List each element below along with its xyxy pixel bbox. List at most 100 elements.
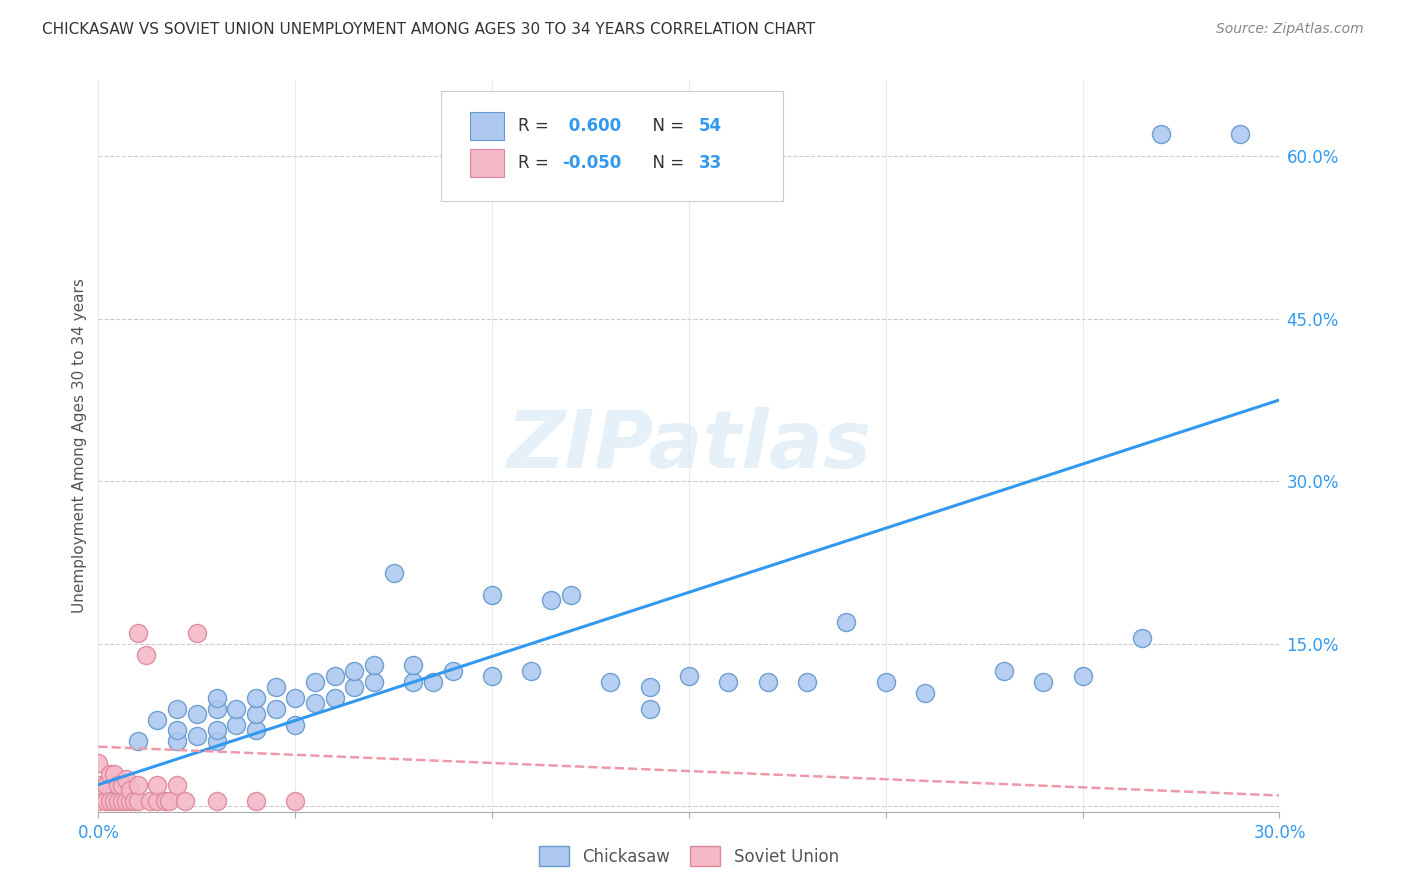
Point bbox=[166, 778, 188, 792]
Point bbox=[245, 794, 267, 808]
Point bbox=[323, 690, 346, 705]
Point bbox=[422, 674, 444, 689]
Point bbox=[343, 680, 366, 694]
FancyBboxPatch shape bbox=[471, 112, 503, 140]
Point bbox=[96, 778, 118, 792]
Point bbox=[205, 690, 228, 705]
Point bbox=[107, 778, 129, 792]
Text: R =: R = bbox=[517, 118, 554, 136]
Point bbox=[98, 794, 121, 808]
Text: N =: N = bbox=[641, 154, 689, 172]
Point bbox=[284, 794, 307, 808]
FancyBboxPatch shape bbox=[471, 149, 503, 177]
Point bbox=[96, 794, 118, 808]
Point bbox=[875, 674, 897, 689]
Point bbox=[678, 669, 700, 683]
Point bbox=[157, 794, 180, 808]
Point bbox=[835, 615, 858, 629]
Text: Source: ZipAtlas.com: Source: ZipAtlas.com bbox=[1216, 22, 1364, 37]
Point bbox=[225, 702, 247, 716]
Point bbox=[166, 702, 188, 716]
Point bbox=[717, 674, 740, 689]
Point bbox=[118, 794, 141, 808]
Text: ZIPatlas: ZIPatlas bbox=[506, 407, 872, 485]
Point bbox=[343, 664, 366, 678]
Point bbox=[103, 794, 125, 808]
Point bbox=[103, 766, 125, 780]
Point bbox=[166, 734, 188, 748]
Point bbox=[118, 783, 141, 797]
Point bbox=[245, 707, 267, 722]
Legend: Chickasaw, Soviet Union: Chickasaw, Soviet Union bbox=[533, 839, 845, 873]
Point bbox=[146, 713, 169, 727]
Point bbox=[174, 794, 197, 808]
Point bbox=[441, 664, 464, 678]
Point bbox=[138, 794, 160, 808]
Point bbox=[756, 674, 779, 689]
Point bbox=[402, 658, 425, 673]
Y-axis label: Unemployment Among Ages 30 to 34 years: Unemployment Among Ages 30 to 34 years bbox=[72, 278, 87, 614]
Point bbox=[186, 707, 208, 722]
Point bbox=[363, 674, 385, 689]
Point bbox=[638, 680, 661, 694]
Point bbox=[115, 794, 138, 808]
Point bbox=[205, 723, 228, 738]
Point bbox=[914, 685, 936, 699]
Point bbox=[560, 588, 582, 602]
Point bbox=[87, 794, 110, 808]
Text: CHICKASAW VS SOVIET UNION UNEMPLOYMENT AMONG AGES 30 TO 34 YEARS CORRELATION CHA: CHICKASAW VS SOVIET UNION UNEMPLOYMENT A… bbox=[42, 22, 815, 37]
Point bbox=[127, 734, 149, 748]
Point bbox=[284, 690, 307, 705]
Point bbox=[205, 702, 228, 716]
Text: 54: 54 bbox=[699, 118, 721, 136]
Point bbox=[993, 664, 1015, 678]
Point bbox=[796, 674, 818, 689]
Point bbox=[87, 756, 110, 770]
Point bbox=[520, 664, 543, 678]
Point bbox=[146, 778, 169, 792]
Point bbox=[264, 680, 287, 694]
Text: N =: N = bbox=[641, 118, 689, 136]
Point bbox=[323, 669, 346, 683]
Point bbox=[284, 718, 307, 732]
Point bbox=[135, 648, 157, 662]
Point bbox=[304, 697, 326, 711]
Point bbox=[111, 778, 134, 792]
Point bbox=[225, 718, 247, 732]
Point bbox=[111, 794, 134, 808]
Point bbox=[205, 734, 228, 748]
Text: 0.600: 0.600 bbox=[562, 118, 620, 136]
Point bbox=[481, 669, 503, 683]
Point bbox=[1032, 674, 1054, 689]
Text: R =: R = bbox=[517, 154, 554, 172]
Point bbox=[127, 626, 149, 640]
Point bbox=[98, 766, 121, 780]
Point bbox=[599, 674, 621, 689]
Point bbox=[304, 674, 326, 689]
Point bbox=[122, 794, 145, 808]
Point bbox=[115, 772, 138, 787]
Text: 33: 33 bbox=[699, 154, 721, 172]
Point bbox=[1150, 128, 1173, 142]
Point bbox=[127, 778, 149, 792]
Point bbox=[1229, 128, 1251, 142]
Point bbox=[363, 658, 385, 673]
Point bbox=[107, 794, 129, 808]
Point bbox=[127, 794, 149, 808]
Point bbox=[382, 566, 405, 581]
Point bbox=[155, 794, 177, 808]
Point bbox=[205, 794, 228, 808]
Point bbox=[1130, 632, 1153, 646]
Point bbox=[87, 778, 110, 792]
Point bbox=[186, 626, 208, 640]
Point bbox=[638, 702, 661, 716]
Point bbox=[245, 723, 267, 738]
Point bbox=[540, 593, 562, 607]
FancyBboxPatch shape bbox=[441, 91, 783, 201]
Text: -0.050: -0.050 bbox=[562, 154, 621, 172]
Point bbox=[264, 702, 287, 716]
Point bbox=[402, 674, 425, 689]
Point bbox=[481, 588, 503, 602]
Point bbox=[1071, 669, 1094, 683]
Point bbox=[166, 723, 188, 738]
